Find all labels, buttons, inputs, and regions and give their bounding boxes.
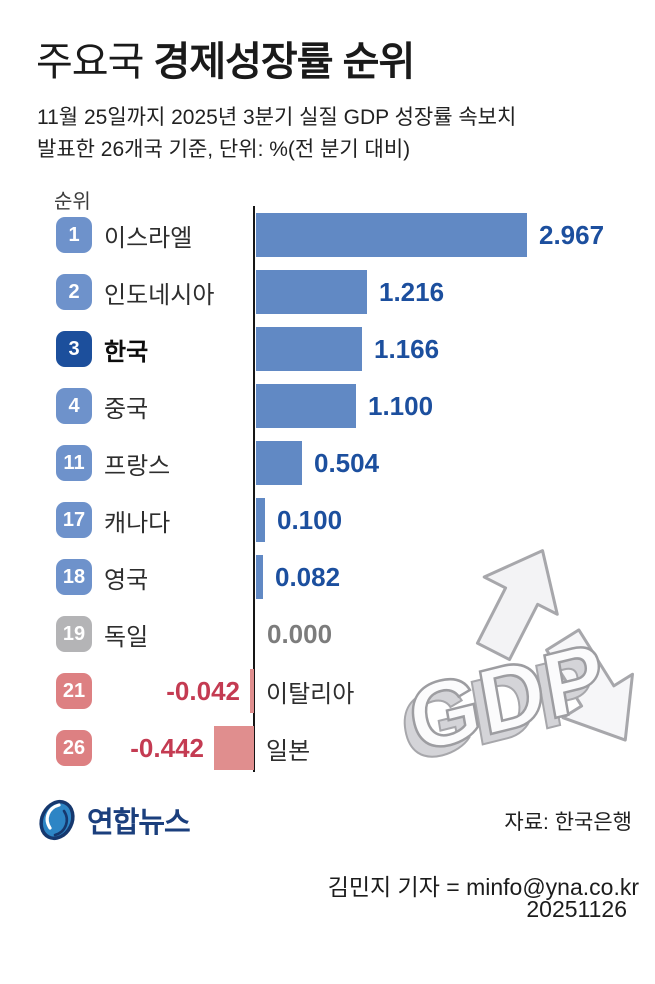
- rank-column-header: 순위: [54, 191, 91, 213]
- country-label: 영국: [104, 566, 149, 594]
- value-label: 0.100: [277, 504, 343, 535]
- rank-badge: 11: [56, 445, 92, 481]
- title-regular-part: 주요국: [36, 40, 144, 84]
- value-label: 0.504: [314, 447, 380, 478]
- yonhap-logo-text: 연합뉴스: [87, 807, 191, 839]
- yonhap-logo-icon: [39, 799, 75, 841]
- value-label: 1.100: [368, 390, 434, 421]
- rank-badge: 18: [56, 559, 92, 595]
- rank-badge: 17: [56, 502, 92, 538]
- subtitle-line-1: 11월 25일까지 2025년 3분기 실질 GDP 성장률 속보치: [37, 106, 517, 129]
- date-stamp: 20251126: [526, 896, 627, 922]
- chart-row: 4 중국 1.100: [0, 384, 655, 428]
- rank-badge: 1: [56, 217, 92, 253]
- down-arrow-icon: [545, 628, 634, 742]
- title-bold-part: 경제성장률 순위: [153, 40, 416, 84]
- value-label: -0.442: [130, 732, 204, 763]
- value-bar: [256, 555, 263, 599]
- value-bar: [256, 270, 367, 314]
- axis-line: [253, 206, 255, 772]
- value-label: 1.166: [374, 333, 440, 364]
- value-label: 0.082: [275, 561, 341, 592]
- gdp-arrow-graphic: GDP GDP: [392, 549, 634, 784]
- country-label: 한국: [104, 338, 149, 366]
- chart-row: 17 캐나다 0.100: [0, 498, 655, 542]
- chart-row: 21 이탈리아 -0.042: [0, 669, 655, 713]
- page-title: 주요국 경제성장률 순위: [36, 38, 416, 86]
- country-label: 캐나다: [104, 509, 171, 537]
- chart-row: 3 한국 1.166: [0, 327, 655, 371]
- value-bar: [256, 441, 302, 485]
- chart-row: 26 일본 -0.442: [0, 726, 655, 770]
- reporter-byline: 김민지 기자 = minfo@yna.co.kr: [327, 874, 639, 900]
- yonhap-logo: 연합뉴스: [34, 797, 191, 843]
- rank-badge: 3: [56, 331, 92, 367]
- up-arrow-icon: [475, 549, 559, 662]
- country-label: 중국: [104, 395, 149, 423]
- value-bar: [256, 498, 265, 542]
- rank-badge: 21: [56, 673, 92, 709]
- country-label: 인도네시아: [104, 281, 215, 309]
- rank-badge: 4: [56, 388, 92, 424]
- value-label: -0.042: [166, 675, 240, 706]
- value-label: 0.000: [267, 618, 333, 649]
- rank-badge: 26: [56, 730, 92, 766]
- gdp-text: GDP: [401, 623, 612, 773]
- bar-chart: 순위 1 이스라엘 2.967 2 인도네시아 1.216 3 한국 1.166 4 중국 1.100…: [0, 180, 655, 785]
- country-label: 이탈리아: [266, 680, 355, 708]
- country-label: 일본: [266, 737, 311, 765]
- value-bar: [256, 384, 356, 428]
- subtitle-line-2: 발표한 26개국 기준, 단위: %(전 분기 대비): [37, 138, 411, 161]
- rank-badge: 2: [56, 274, 92, 310]
- value-bar: [256, 213, 527, 257]
- value-label: 1.216: [379, 276, 445, 307]
- chart-row: 1 이스라엘 2.967: [0, 213, 655, 257]
- rank-badge: 19: [56, 616, 92, 652]
- value-bar: [214, 726, 254, 770]
- chart-row: 2 인도네시아 1.216: [0, 270, 655, 314]
- chart-row: 11 프랑스 0.504: [0, 441, 655, 485]
- source-credit: 자료: 한국은행: [504, 811, 632, 834]
- value-bar: [256, 327, 362, 371]
- subtitle: 11월 25일까지 2025년 3분기 실질 GDP 성장률 속보치 발표한 2…: [37, 102, 617, 166]
- value-bar: [250, 669, 254, 713]
- chart-row: 18 영국 0.082: [0, 555, 655, 599]
- country-label: 프랑스: [104, 452, 171, 480]
- chart-row: 19 독일 0.000: [0, 612, 655, 656]
- value-label: 2.967: [539, 219, 605, 250]
- country-label: 이스라엘: [104, 224, 193, 252]
- country-label: 독일: [104, 623, 149, 651]
